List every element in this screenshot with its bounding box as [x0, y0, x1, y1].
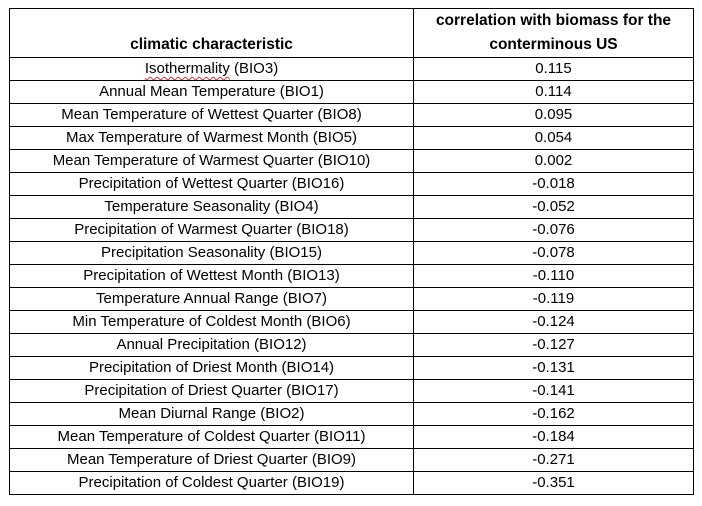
characteristic-cell: Mean Temperature of Coldest Quarter (BIO…: [9, 425, 414, 449]
characteristic-cell: Temperature Seasonality (BIO4): [9, 195, 414, 219]
table-row: Isothermality (BIO3) 0.115: [9, 57, 694, 81]
correlation-cell: 0.114: [413, 80, 694, 104]
table-row: Precipitation of Driest Quarter (BIO17) …: [9, 379, 694, 403]
correlation-cell: -0.124: [413, 310, 694, 334]
table-row: Precipitation of Wettest Quarter (BIO16)…: [9, 172, 694, 196]
correlation-cell: -0.076: [413, 218, 694, 242]
correlation-cell: 0.054: [413, 126, 694, 150]
correlation-cell: -0.141: [413, 379, 694, 403]
characteristic-code: (BIO3): [229, 60, 279, 77]
correlation-cell: -0.127: [413, 333, 694, 357]
spellcheck-flagged-word: Isothermality: [144, 60, 230, 77]
characteristic-cell: Precipitation of Driest Quarter (BIO17): [9, 379, 414, 403]
table-row: Precipitation of Coldest Quarter (BIO19)…: [9, 471, 694, 495]
table-row: Mean Diurnal Range (BIO2) -0.162: [9, 402, 694, 426]
table-row: Precipitation of Warmest Quarter (BIO18)…: [9, 218, 694, 242]
table-row: Mean Temperature of Driest Quarter (BIO9…: [9, 448, 694, 472]
table-row: Temperature Seasonality (BIO4) -0.052: [9, 195, 694, 219]
table-row: Precipitation of Driest Month (BIO14) -0…: [9, 356, 694, 380]
characteristic-cell: Mean Temperature of Driest Quarter (BIO9…: [9, 448, 414, 472]
characteristic-cell: Mean Temperature of Warmest Quarter (BIO…: [9, 149, 414, 173]
correlation-cell: 0.095: [413, 103, 694, 127]
correlation-table: climatic characteristic correlation with…: [9, 8, 694, 495]
characteristic-cell: Precipitation of Wettest Month (BIO13): [9, 264, 414, 288]
characteristic-cell: Precipitation of Wettest Quarter (BIO16): [9, 172, 414, 196]
characteristic-cell: Min Temperature of Coldest Month (BIO6): [9, 310, 414, 334]
characteristic-cell: Mean Temperature of Wettest Quarter (BIO…: [9, 103, 414, 127]
table-header-row: climatic characteristic correlation with…: [9, 8, 694, 58]
correlation-cell: -0.351: [413, 471, 694, 495]
table-row: Precipitation Seasonality (BIO15) -0.078: [9, 241, 694, 265]
correlation-table-container: climatic characteristic correlation with…: [9, 8, 694, 495]
table-row: Min Temperature of Coldest Month (BIO6) …: [9, 310, 694, 334]
characteristic-cell: Precipitation Seasonality (BIO15): [9, 241, 414, 265]
table-row: Temperature Annual Range (BIO7) -0.119: [9, 287, 694, 311]
correlation-cell: -0.018: [413, 172, 694, 196]
table-row: Annual Mean Temperature (BIO1) 0.114: [9, 80, 694, 104]
correlation-cell: -0.271: [413, 448, 694, 472]
characteristic-cell: Temperature Annual Range (BIO7): [9, 287, 414, 311]
correlation-cell: -0.162: [413, 402, 694, 426]
correlation-cell: -0.184: [413, 425, 694, 449]
correlation-cell: -0.119: [413, 287, 694, 311]
header-correlation: correlation with biomass for the conterm…: [413, 8, 694, 58]
characteristic-cell: Precipitation of Driest Month (BIO14): [9, 356, 414, 380]
correlation-cell: 0.002: [413, 149, 694, 173]
table-row: Mean Temperature of Coldest Quarter (BIO…: [9, 425, 694, 449]
table-row: Annual Precipitation (BIO12) -0.127: [9, 333, 694, 357]
correlation-cell: -0.110: [413, 264, 694, 288]
table-row: Mean Temperature of Warmest Quarter (BIO…: [9, 149, 694, 173]
table-row: Mean Temperature of Wettest Quarter (BIO…: [9, 103, 694, 127]
table-row: Max Temperature of Warmest Month (BIO5) …: [9, 126, 694, 150]
characteristic-cell: Isothermality (BIO3): [9, 57, 414, 81]
characteristic-cell: Annual Mean Temperature (BIO1): [9, 80, 414, 104]
characteristic-cell: Precipitation of Warmest Quarter (BIO18): [9, 218, 414, 242]
correlation-cell: -0.131: [413, 356, 694, 380]
correlation-cell: 0.115: [413, 57, 694, 81]
correlation-cell: -0.078: [413, 241, 694, 265]
characteristic-cell: Mean Diurnal Range (BIO2): [9, 402, 414, 426]
characteristic-cell: Annual Precipitation (BIO12): [9, 333, 414, 357]
table-row: Precipitation of Wettest Month (BIO13) -…: [9, 264, 694, 288]
characteristic-cell: Max Temperature of Warmest Month (BIO5): [9, 126, 414, 150]
characteristic-cell: Precipitation of Coldest Quarter (BIO19): [9, 471, 414, 495]
correlation-cell: -0.052: [413, 195, 694, 219]
header-climatic-characteristic: climatic characteristic: [9, 8, 414, 58]
